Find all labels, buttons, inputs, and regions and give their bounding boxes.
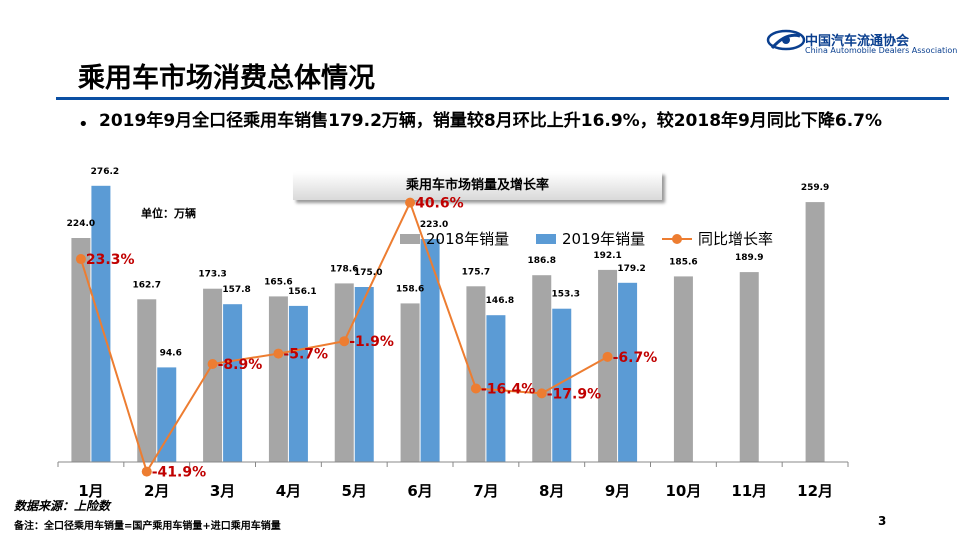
growth-label: -5.7% bbox=[283, 347, 328, 363]
footnote: 备注：全口径乘用车销量=国产乘用车销量+进口乘用车销量 bbox=[14, 521, 281, 532]
x-tick-label: 12月 bbox=[797, 482, 833, 500]
growth-label: 40.6% bbox=[415, 196, 464, 212]
legend-swatch-2018 bbox=[400, 234, 420, 244]
bar-2018-label: 178.6 bbox=[330, 264, 358, 274]
bar-2018 bbox=[532, 275, 552, 462]
bar-2019 bbox=[552, 308, 572, 462]
page-title: 乘用车市场消费总体情况 bbox=[78, 63, 375, 94]
growth-label: -41.9% bbox=[152, 465, 206, 481]
growth-point bbox=[273, 348, 284, 359]
bar-2019-label: 223.0 bbox=[420, 220, 448, 230]
bar-2018-label: 158.6 bbox=[396, 284, 424, 294]
x-tick-label: 9月 bbox=[605, 482, 630, 500]
bar-2018 bbox=[334, 283, 354, 462]
bullet-marker: • bbox=[78, 114, 89, 135]
bar-2018-label: 192.1 bbox=[593, 251, 621, 261]
summary-bullet: 2019年9月全口径乘用车销售179.2万辆，销量较8月环比上升16.9%，较2… bbox=[99, 111, 883, 131]
legend-label-2019: 2019年销量 bbox=[562, 230, 645, 248]
bar-2018-label: 185.6 bbox=[669, 257, 697, 267]
growth-point bbox=[75, 254, 86, 265]
legend-label-2018: 2018年销量 bbox=[426, 230, 509, 248]
x-tick-label: 3月 bbox=[210, 482, 235, 500]
bar-2019-label: 156.1 bbox=[288, 287, 316, 297]
association-logo-icon bbox=[766, 29, 806, 51]
x-tick-label: 2月 bbox=[144, 482, 169, 500]
bar-2019 bbox=[354, 287, 374, 462]
legend-label-growth: 同比增长率 bbox=[698, 230, 773, 248]
bar-2019-label: 179.2 bbox=[617, 264, 645, 274]
bar-2018-label: 175.7 bbox=[462, 267, 490, 277]
bar-2018 bbox=[400, 303, 420, 462]
legend-marker-growth bbox=[672, 234, 682, 244]
data-source: 数据来源：上险数 bbox=[14, 499, 111, 513]
bar-2018 bbox=[268, 296, 288, 462]
growth-point bbox=[207, 359, 218, 370]
bar-2019 bbox=[420, 239, 440, 462]
bar-2019-label: 276.2 bbox=[91, 167, 119, 177]
growth-point bbox=[339, 336, 350, 347]
bar-2019 bbox=[288, 305, 308, 462]
growth-point bbox=[602, 351, 613, 362]
legend-swatch-2019 bbox=[536, 234, 556, 244]
bar-2019-label: 157.8 bbox=[222, 285, 250, 295]
bar-2018-label: 189.9 bbox=[735, 253, 763, 263]
x-tick-label: 4月 bbox=[276, 482, 301, 500]
bar-2018 bbox=[203, 288, 223, 462]
x-tick-label: 11月 bbox=[731, 482, 767, 500]
bar-2018-label: 165.6 bbox=[264, 277, 292, 287]
bar-2019 bbox=[157, 367, 177, 462]
bar-2018 bbox=[598, 269, 618, 462]
bar-2018-label: 259.9 bbox=[801, 183, 829, 193]
bar-2018-label: 224.0 bbox=[67, 219, 95, 229]
bar-2018-label: 186.8 bbox=[528, 256, 556, 266]
x-tick-label: 10月 bbox=[665, 482, 701, 500]
growth-label: -8.9% bbox=[218, 357, 263, 373]
title-divider bbox=[56, 97, 949, 100]
bar-2019-label: 153.3 bbox=[552, 290, 580, 300]
bar-2019 bbox=[618, 282, 638, 462]
x-tick-label: 1月 bbox=[78, 482, 103, 500]
bar-2019-label: 146.8 bbox=[486, 296, 514, 306]
bar-2018-label: 173.3 bbox=[198, 270, 226, 280]
bar-2018 bbox=[739, 272, 759, 462]
bar-2018 bbox=[466, 286, 486, 462]
logo-text-en: China Automobile Dealers Association bbox=[805, 46, 958, 55]
x-tick-label: 7月 bbox=[473, 482, 498, 500]
growth-point bbox=[536, 388, 547, 399]
bar-2018 bbox=[71, 238, 91, 462]
bar-2018-label: 162.7 bbox=[133, 280, 161, 290]
growth-point bbox=[405, 197, 416, 208]
logo-text-cn: 中国汽车流通协会 bbox=[805, 34, 910, 49]
x-tick-label: 6月 bbox=[407, 482, 432, 500]
growth-label: 23.3% bbox=[86, 252, 135, 268]
growth-label: -16.4% bbox=[481, 381, 535, 397]
unit-label: 单位：万辆 bbox=[141, 207, 196, 220]
bar-2019 bbox=[223, 304, 243, 462]
growth-point bbox=[141, 466, 152, 477]
chart-title: 乘用车市场销量及增长率 bbox=[293, 172, 662, 200]
bar-2019-label: 175.0 bbox=[354, 268, 382, 278]
bar-2018 bbox=[137, 299, 157, 462]
bar-2019 bbox=[486, 315, 506, 462]
x-tick-label: 8月 bbox=[539, 482, 564, 500]
growth-label: -6.7% bbox=[613, 350, 658, 366]
growth-label: -1.9% bbox=[349, 334, 394, 350]
growth-label: -17.9% bbox=[547, 386, 601, 402]
x-tick-label: 5月 bbox=[342, 482, 367, 500]
page-number: 3 bbox=[878, 514, 887, 528]
growth-point bbox=[470, 383, 481, 394]
bar-2018 bbox=[673, 276, 693, 462]
bar-2018 bbox=[805, 202, 825, 462]
bar-2019-label: 94.6 bbox=[160, 348, 182, 358]
